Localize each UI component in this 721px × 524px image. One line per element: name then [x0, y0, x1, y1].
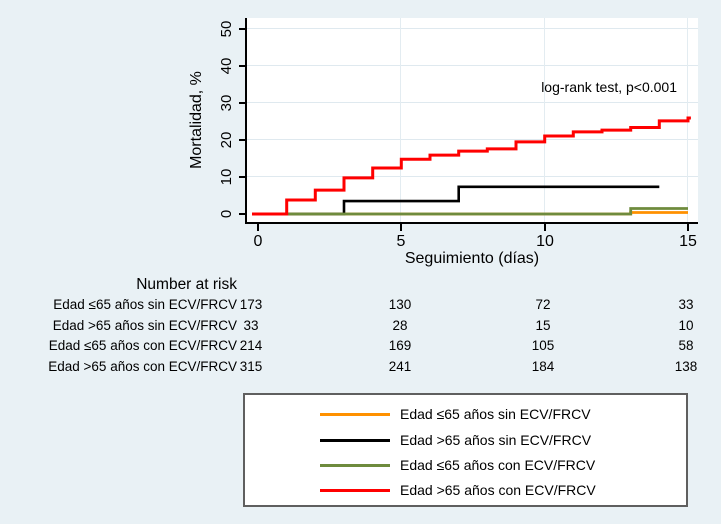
legend-item: Edad ≤65 años sin ECV/FRCV [320, 405, 591, 423]
legend-line-swatch-red [320, 488, 390, 492]
y-tick-50 [239, 28, 246, 30]
x-axis-title: Seguimiento (días) [404, 250, 540, 267]
risk-value: 10 [678, 318, 694, 333]
legend-label: Edad ≤65 años con ECV/FRCV [400, 457, 596, 473]
risk-value: 105 [531, 338, 555, 353]
x-tick-label-10: 10 [536, 233, 554, 250]
risk-value: 33 [243, 318, 259, 333]
risk-value: 15 [535, 318, 551, 333]
plot-area [247, 18, 698, 223]
y-tick-30 [239, 102, 246, 104]
y-tick-label-50: 50 [218, 20, 235, 38]
x-tick-label-5: 5 [396, 233, 406, 250]
risk-value: 184 [531, 359, 555, 374]
y-axis-title: Mortalidad, % [188, 71, 205, 169]
gridline-x-15 [687, 18, 688, 223]
x-tick-label-15: 15 [679, 233, 697, 250]
gridline-x-5 [400, 18, 401, 223]
risk-value: 28 [392, 318, 408, 333]
y-tick-10 [239, 176, 246, 178]
legend-box: Edad ≤65 años sin ECV/FRCV Edad >65 años… [243, 393, 688, 507]
y-tick-0 [239, 213, 246, 215]
legend-label: Edad >65 años sin ECV/FRCV [400, 432, 592, 448]
risk-row-label: Edad ≤65 años sin ECV/FRCV [53, 297, 237, 312]
legend-label: Edad >65 años con ECV/FRCV [400, 482, 596, 498]
gridline-x-10 [544, 18, 545, 223]
legend-line-swatch-orange [320, 412, 390, 416]
legend-item: Edad ≤65 años con ECV/FRCV [320, 456, 595, 474]
x-tick-15 [687, 224, 689, 231]
risk-value: 72 [535, 297, 551, 312]
risk-row-label: Edad ≤65 años con ECV/FRCV [48, 338, 237, 353]
x-axis-line [245, 222, 698, 224]
y-tick-40 [239, 65, 246, 67]
risk-row-label: Edad >65 años sin ECV/FRCV [52, 318, 237, 333]
risk-value: 130 [388, 297, 412, 312]
risk-value: 315 [239, 359, 263, 374]
legend-label: Edad ≤65 años sin ECV/FRCV [400, 406, 591, 422]
legend-item: Edad >65 años con ECV/FRCV [320, 481, 596, 499]
x-tick-10 [544, 224, 546, 231]
x-tick-5 [400, 224, 402, 231]
risk-value: 138 [674, 359, 698, 374]
legend-line-swatch-green [320, 463, 390, 467]
risk-row-label: Edad >65 años con ECV/FRCV [48, 359, 237, 374]
gridline-y-40 [247, 65, 698, 66]
risk-value: 33 [678, 297, 694, 312]
x-tick-0 [257, 224, 259, 231]
x-tick-label-0: 0 [253, 233, 263, 250]
risk-value: 214 [239, 338, 263, 353]
y-tick-20 [239, 139, 246, 141]
risk-value: 173 [239, 297, 263, 312]
gridline-y-20 [247, 139, 698, 140]
gridline-y-50 [247, 28, 698, 29]
y-axis-line [245, 18, 247, 224]
gridline-y-10 [247, 176, 698, 177]
risk-value: 241 [388, 359, 412, 374]
logrank-annotation: log-rank test, p<0.001 [541, 79, 677, 95]
risk-table-heading: Number at risk [136, 276, 237, 293]
risk-value: 58 [678, 338, 694, 353]
legend-item: Edad >65 años sin ECV/FRCV [320, 431, 591, 449]
risk-value: 169 [388, 338, 412, 353]
gridline-y-30 [247, 102, 698, 103]
legend-line-swatch-black [320, 438, 390, 442]
